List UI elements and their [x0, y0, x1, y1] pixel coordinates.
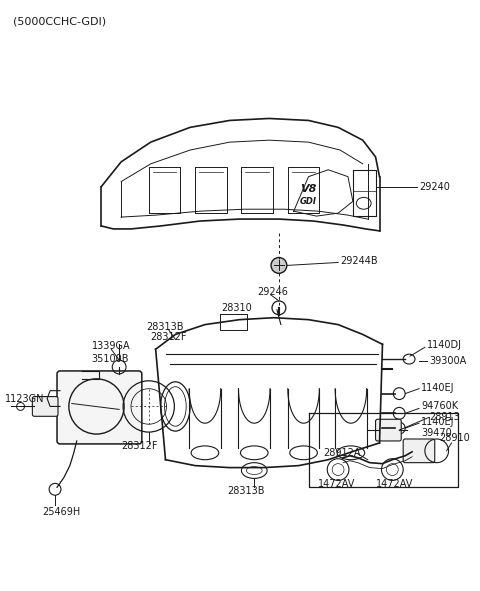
Text: 29244B: 29244B	[340, 256, 378, 267]
FancyBboxPatch shape	[375, 419, 401, 441]
Text: 28910: 28910	[440, 433, 470, 443]
Text: 28312F: 28312F	[121, 441, 157, 451]
FancyBboxPatch shape	[32, 397, 58, 416]
FancyBboxPatch shape	[57, 371, 142, 444]
Text: GDI: GDI	[300, 197, 317, 206]
Text: 28912A: 28912A	[324, 448, 361, 458]
Text: 1140EJ: 1140EJ	[421, 417, 455, 427]
Text: 28313B: 28313B	[228, 486, 265, 496]
Text: 39300A: 39300A	[429, 356, 466, 366]
Text: 1140EJ: 1140EJ	[421, 383, 455, 392]
Text: 25469H: 25469H	[42, 507, 81, 517]
Text: 28913: 28913	[429, 413, 459, 423]
Text: 94760K: 94760K	[421, 401, 458, 411]
Text: 1140DJ: 1140DJ	[427, 340, 462, 350]
Text: 28313B: 28313B	[146, 322, 183, 332]
Text: 28312F: 28312F	[151, 332, 187, 342]
Text: (5000CCHC-GDI): (5000CCHC-GDI)	[12, 17, 106, 27]
Text: V8: V8	[300, 184, 317, 194]
Text: 1123GN: 1123GN	[5, 394, 44, 404]
Text: 28310: 28310	[222, 303, 252, 313]
Text: 39470: 39470	[421, 428, 452, 438]
Text: 1472AV: 1472AV	[318, 479, 356, 489]
Circle shape	[271, 258, 287, 273]
Text: 29246: 29246	[257, 287, 288, 297]
Text: 35100B: 35100B	[92, 354, 129, 364]
FancyBboxPatch shape	[403, 439, 435, 463]
Text: 1472AV: 1472AV	[375, 479, 413, 489]
Text: 1339GA: 1339GA	[92, 341, 130, 351]
Text: 29240: 29240	[419, 181, 450, 191]
